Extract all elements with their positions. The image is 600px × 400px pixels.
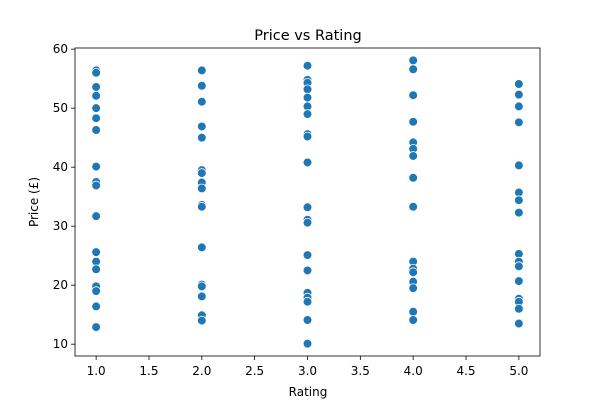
data-point [302,131,313,142]
y-tick-label: 60 [53,42,68,56]
y-tick-label: 30 [53,219,68,233]
x-tick-label: 2.5 [245,364,264,378]
data-point [302,202,313,213]
data-point [514,160,524,171]
data-point [91,211,101,221]
data-point [408,151,418,161]
data-point [91,82,101,92]
points-layer [91,55,524,349]
data-point [91,90,101,101]
data-point [197,168,207,178]
data-point [197,121,207,132]
data-point [91,125,101,135]
y-tick-label: 50 [53,101,68,115]
data-point [302,217,313,228]
data-point [302,250,313,260]
data-point [91,247,101,257]
data-point [408,55,418,66]
y-tick-label: 20 [53,278,68,292]
data-point [91,301,101,312]
data-point [91,286,101,296]
data-point [514,303,524,314]
y-axis: 10 20 30 40 50 60 [53,42,75,351]
chart-title: Price vs Rating [254,28,361,44]
data-point [302,109,313,119]
data-point [91,264,101,275]
y-tick-label: 10 [53,337,68,351]
data-point [514,318,524,329]
data-point [408,315,418,325]
data-point [302,265,313,276]
x-tick-label: 5.0 [509,364,528,378]
data-point [514,276,524,286]
y-axis-label: Price (£) [27,177,41,227]
data-point [197,291,207,302]
data-point [408,306,418,317]
data-point [197,183,207,194]
data-point [197,281,207,292]
data-point [408,173,418,183]
data-point [408,267,418,278]
x-axis: 1.0 1.5 2.0 2.5 3.0 3.5 4.0 4.5 5.0 [87,356,528,378]
data-point [91,322,101,332]
data-point [91,67,101,78]
data-point [514,207,524,218]
x-tick-label: 3.0 [298,364,317,378]
data-point [514,89,524,100]
data-point [302,157,313,168]
data-point [197,315,207,326]
data-point [197,96,207,107]
data-point [302,60,313,71]
x-tick-label: 1.5 [139,364,158,378]
x-tick-label: 4.5 [456,364,475,378]
data-point [197,242,207,253]
data-point [302,84,313,95]
data-point [408,201,418,212]
y-tick-label: 40 [53,160,68,174]
x-tick-label: 1.0 [87,364,106,378]
data-point [197,65,207,76]
data-point [91,161,101,172]
data-point [91,113,101,124]
data-point [514,79,524,89]
data-point [302,296,313,307]
data-point [514,117,524,128]
data-point [408,64,418,75]
x-tick-label: 3.5 [351,364,370,378]
data-point [302,92,313,103]
data-point [408,90,418,101]
data-point [91,180,101,191]
data-point [197,80,207,91]
data-point [91,103,101,113]
data-point [408,283,418,293]
x-tick-label: 2.0 [192,364,211,378]
data-point [514,261,524,272]
data-point [197,201,207,212]
data-point [302,315,313,325]
x-axis-label: Rating [289,385,328,399]
data-point [514,195,524,206]
data-point [302,338,313,349]
data-point [514,101,524,112]
x-tick-label: 4.0 [404,364,423,378]
data-point [197,132,207,143]
data-point [408,116,418,127]
